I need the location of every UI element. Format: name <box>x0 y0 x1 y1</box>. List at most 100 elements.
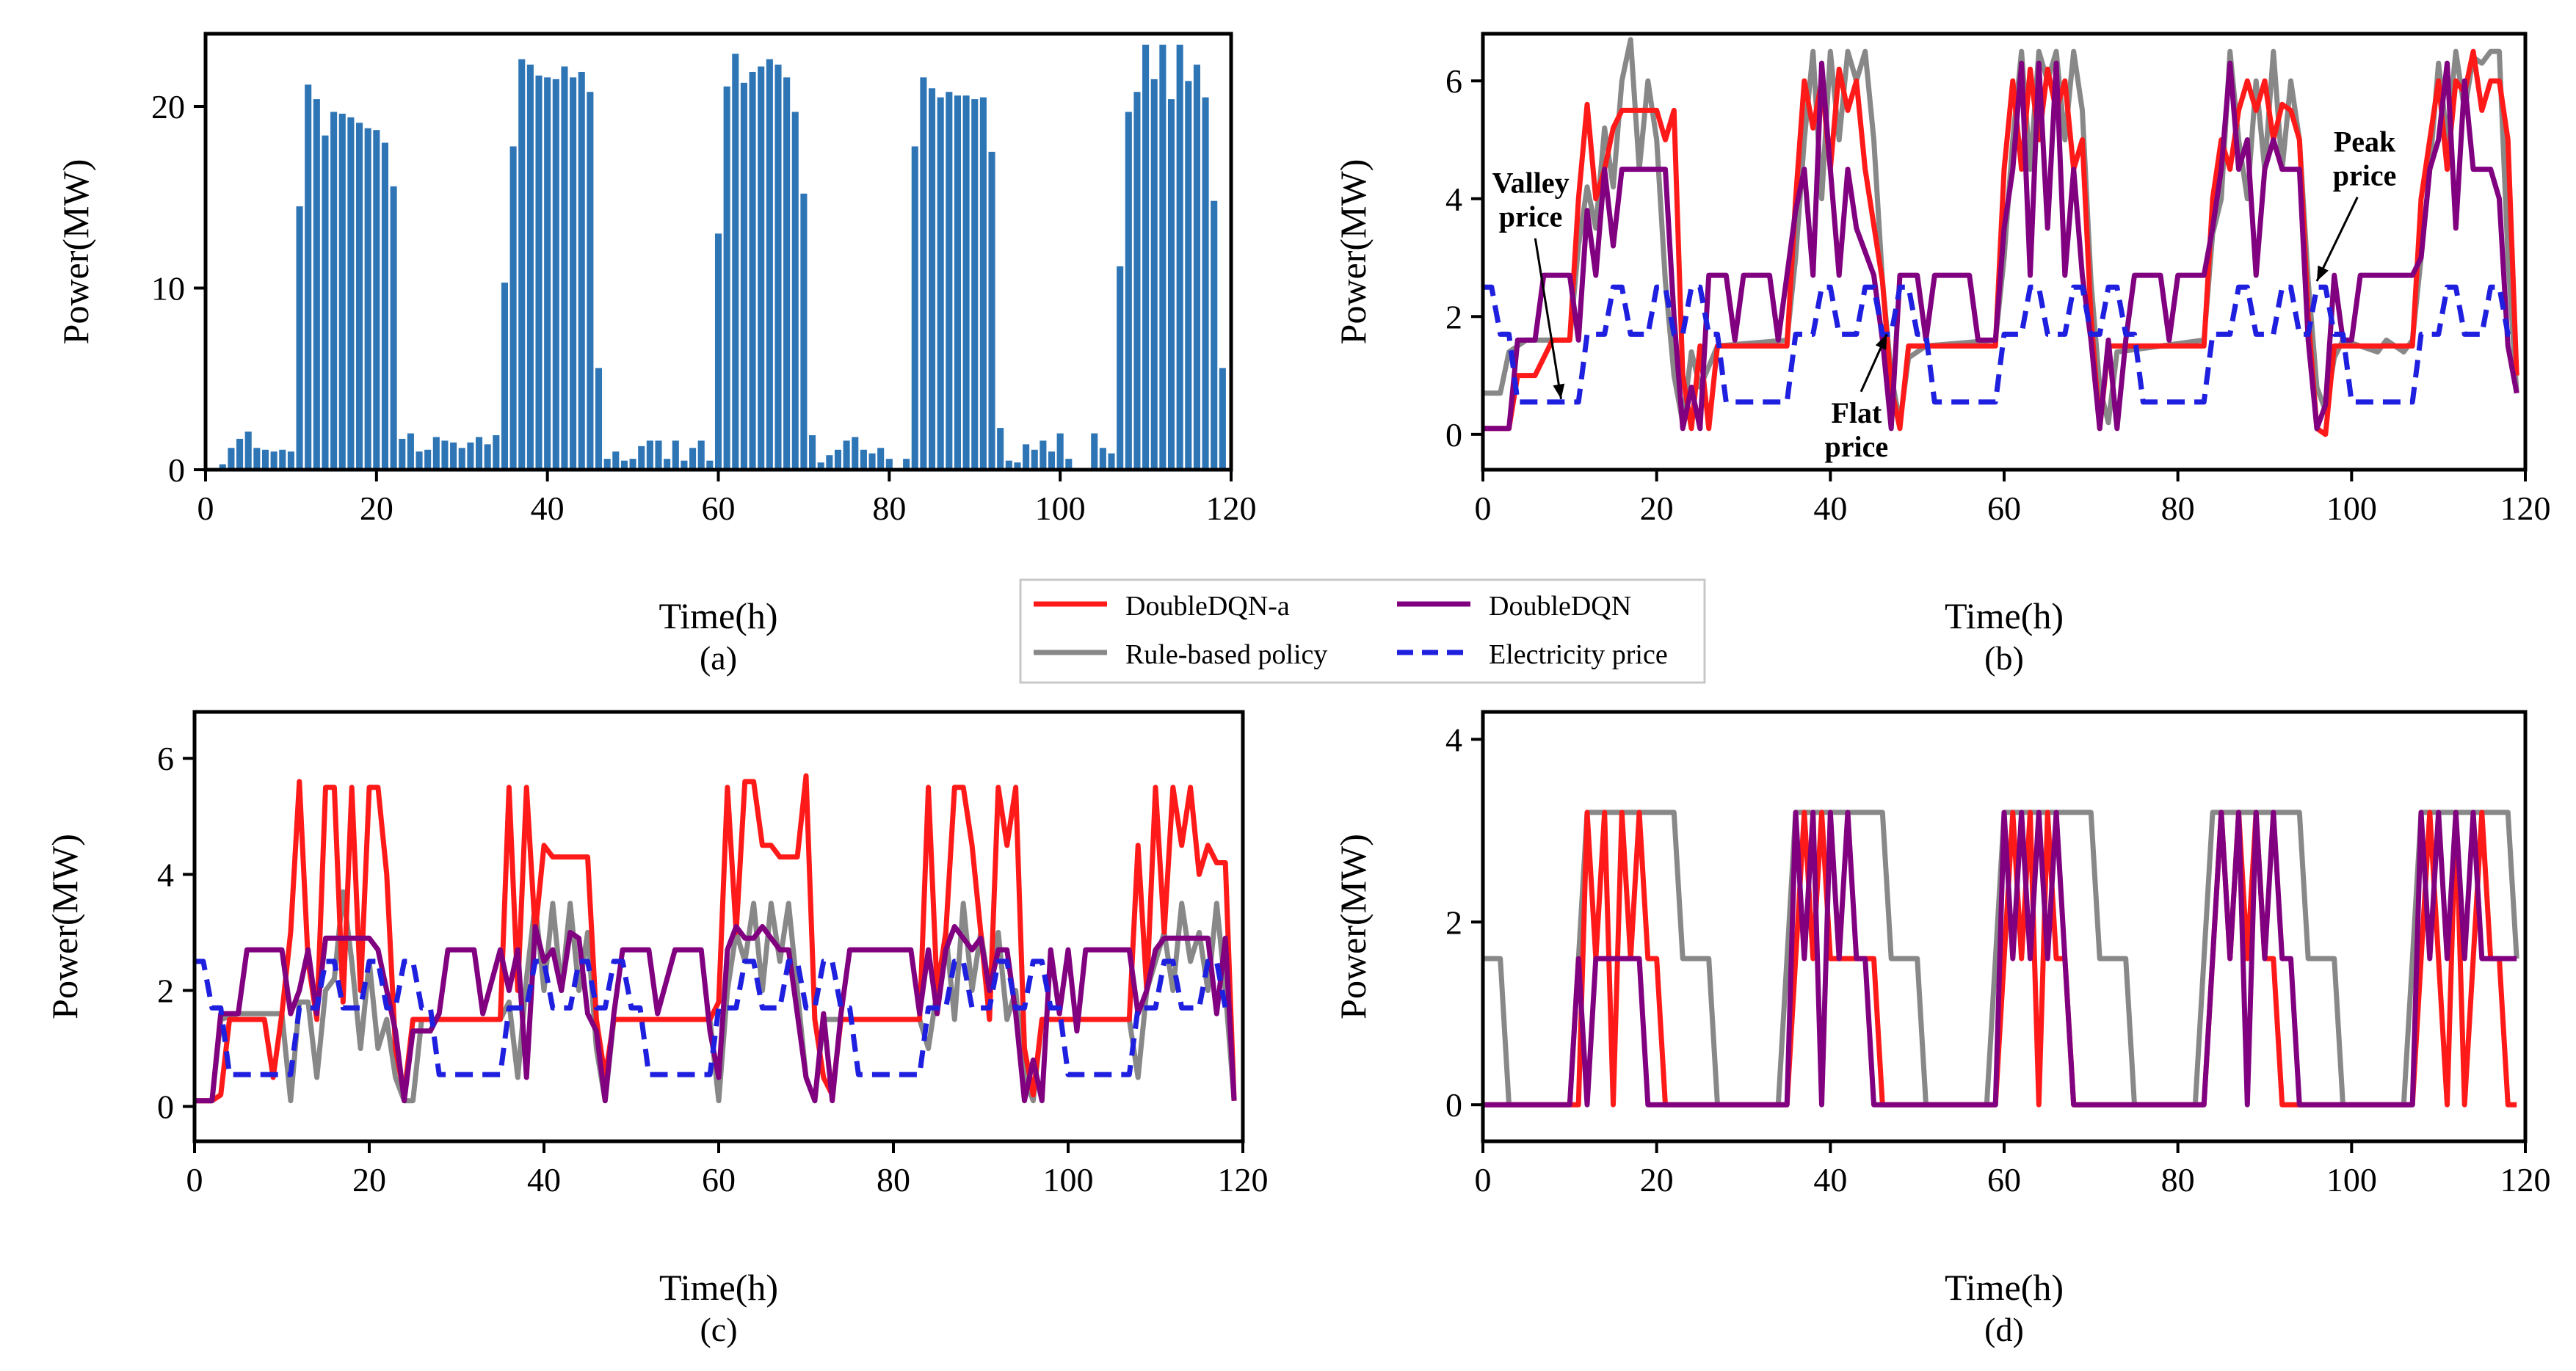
x-tick-label-a-80: 80 <box>872 490 906 527</box>
bar-a-56 <box>681 460 688 470</box>
x-tick-label-d-40: 40 <box>1813 1161 1847 1199</box>
legend: DoubleDQN-a DoubleDQN Rule-based policy … <box>1019 578 1706 684</box>
bar-a-86 <box>937 97 944 470</box>
y-tick-label-b-0: 0 <box>1445 416 1462 454</box>
x-tick-label-a-120: 120 <box>1206 490 1257 527</box>
bar-a-79 <box>877 448 885 470</box>
y-axis-label-b: Power(MW) <box>1332 159 1374 345</box>
y-axis-label-a: Power(MW) <box>55 159 96 345</box>
bar-a-94 <box>1005 460 1012 470</box>
bar-a-27 <box>432 437 440 470</box>
x-tick-label-d-80: 80 <box>2161 1161 2195 1199</box>
bar-a-97 <box>1031 449 1038 470</box>
bar-a-2 <box>219 464 226 470</box>
bar-a-44 <box>578 71 585 470</box>
bar-a-110 <box>1142 44 1150 470</box>
bar-a-106 <box>1108 453 1115 470</box>
annotation-b-1-line-1: price <box>1825 430 1889 463</box>
bar-a-41 <box>552 79 559 470</box>
bar-a-45 <box>587 92 594 470</box>
x-tick-label-b-80: 80 <box>2161 490 2195 527</box>
x-tick-label-d-0: 0 <box>1475 1161 1492 1199</box>
bar-a-46 <box>595 368 603 470</box>
bar-a-100 <box>1056 433 1064 470</box>
legend-label-rule-based-policy: Rule-based policy <box>1125 639 1327 670</box>
bar-a-5 <box>244 432 252 470</box>
bar-a-105 <box>1099 448 1106 470</box>
bar-a-118 <box>1211 200 1218 470</box>
bar-a-14 <box>322 135 329 470</box>
series-d-rule-based-policy <box>1483 810 2519 1108</box>
bar-a-35 <box>501 283 508 470</box>
bar-a-91 <box>979 97 987 470</box>
x-axis-label-d: Time(h) <box>1945 1267 2064 1308</box>
bar-a-24 <box>407 433 414 470</box>
bar-a-76 <box>852 437 859 470</box>
bar-a-59 <box>706 460 714 470</box>
bar-a-13 <box>313 99 320 470</box>
bar-a-52 <box>646 440 653 470</box>
x-tick-label-a-100: 100 <box>1035 490 1086 527</box>
bar-a-53 <box>655 440 662 470</box>
y-tick-label-c-2: 2 <box>157 972 174 1009</box>
bar-a-90 <box>971 99 979 470</box>
bar-a-95 <box>1014 462 1021 470</box>
bar-a-88 <box>954 95 962 470</box>
bar-a-32 <box>475 437 483 470</box>
bar-a-39 <box>535 75 543 470</box>
y-tick-label-d-2: 2 <box>1445 903 1462 941</box>
legend-label-electricity-price: Electricity price <box>1489 639 1668 670</box>
annotation-b-0-line-0: Valley <box>1492 167 1569 200</box>
bar-a-16 <box>338 113 346 470</box>
legend-entry-electricity-price: Electricity price <box>1397 639 1668 670</box>
y-tick-label-d-0: 0 <box>1445 1086 1462 1124</box>
panel-a-bar-chart: 0 20 40 60 80 100 120 0 10 20 Time(h)(a) Power(MW) <box>55 32 1257 677</box>
bar-a-19 <box>364 128 371 470</box>
y-tick-label-b-6: 6 <box>1445 62 1462 100</box>
bar-a-17 <box>347 117 355 470</box>
bar-a-69 <box>791 112 799 470</box>
bar-a-7 <box>261 449 269 470</box>
y-tick-label-d-4: 4 <box>1445 721 1462 758</box>
x-tick-label-d-100: 100 <box>2326 1161 2377 1199</box>
annotation-b-0-arrow <box>1534 238 1562 399</box>
series-c-electricity-price <box>195 959 1235 1077</box>
annotation-b-2-arrowhead <box>2317 265 2329 282</box>
legend-frame <box>1019 578 1706 684</box>
series-c-doubledqn-a <box>195 773 1237 1104</box>
bar-a-66 <box>766 59 773 470</box>
bar-a-36 <box>509 146 517 470</box>
bar-a-99 <box>1048 451 1056 470</box>
bar-a-111 <box>1150 79 1158 470</box>
series-b-doubledqn <box>1483 60 2519 432</box>
y-tick-label-c-6: 6 <box>157 740 174 777</box>
x-tick-label-a-60: 60 <box>702 490 736 527</box>
annotation-b-2-arrow <box>2315 196 2359 282</box>
bar-a-82 <box>903 459 910 470</box>
bar-a-6 <box>253 448 261 470</box>
x-tick-label-c-120: 120 <box>1218 1161 1269 1199</box>
y-tick-label-a-20: 20 <box>151 88 185 126</box>
x-tick-label-c-20: 20 <box>352 1161 386 1199</box>
bar-a-18 <box>356 123 363 470</box>
bar-a-11 <box>296 206 303 470</box>
bar-a-74 <box>834 449 842 470</box>
x-tick-label-c-40: 40 <box>527 1161 561 1199</box>
bar-a-25 <box>416 451 423 470</box>
caption-b: (b) <box>1984 639 2024 677</box>
bar-a-68 <box>783 77 791 470</box>
bar-a-73 <box>826 455 833 470</box>
caption-a: (a) <box>700 639 737 677</box>
bar-a-15 <box>330 112 338 470</box>
x-tick-label-c-0: 0 <box>186 1161 203 1199</box>
y-axis-label-c: Power(MW) <box>44 834 85 1019</box>
x-tick-label-a-40: 40 <box>531 490 565 527</box>
bar-a-98 <box>1040 440 1047 470</box>
bar-a-80 <box>885 459 893 470</box>
y-tick-label-a-10: 10 <box>151 270 185 308</box>
bar-a-108 <box>1125 112 1132 470</box>
bar-a-63 <box>740 82 747 470</box>
bar-a-20 <box>373 130 380 470</box>
legend-label-doubledqn: DoubleDQN <box>1489 591 1631 622</box>
